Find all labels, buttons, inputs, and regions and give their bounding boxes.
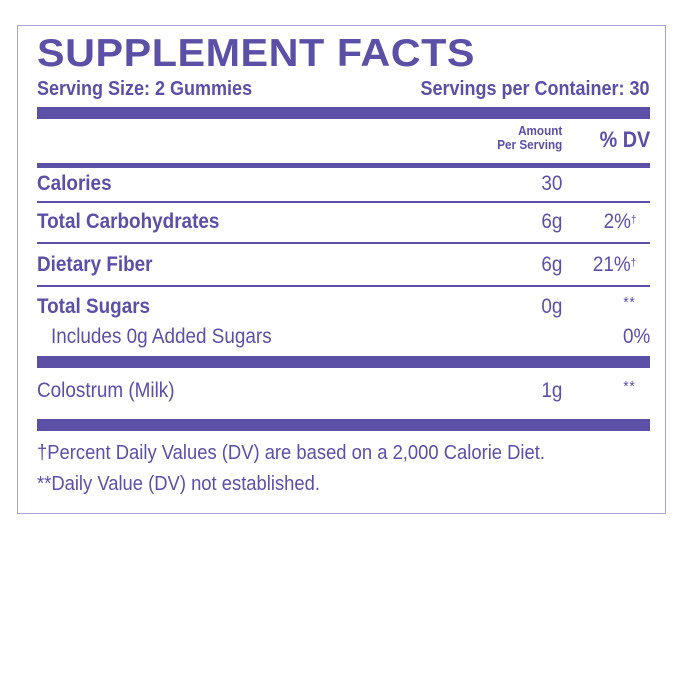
serving-info: Serving Size: 2 Gummies Servings per Con…	[37, 76, 650, 102]
nutrient-dv: 21%†	[593, 252, 636, 278]
divider-thin	[37, 285, 650, 287]
nutrient-amount: 30	[540, 172, 562, 195]
divider-thick	[37, 356, 650, 368]
column-header-amount-line1: Amount	[517, 123, 562, 138]
nutrient-amount: 0g	[540, 295, 562, 318]
divider-thick-bottom	[37, 419, 650, 431]
nutrient-amount: 6g	[540, 253, 562, 276]
nutrient-label: Total Carbohydrates	[37, 210, 220, 233]
nutrient-amount: 6g	[540, 210, 562, 233]
servings-per-container: Servings per Container: 30	[420, 78, 650, 100]
label-title: SUPPLEMENT FACTS	[37, 32, 475, 75]
serving-size: Serving Size: 2 Gummies	[37, 78, 253, 100]
dagger-mark: †	[630, 257, 636, 269]
footnote-daily-values: †Percent Daily Values (DV) are based on …	[37, 442, 545, 464]
nutrient-dv-not-established: **	[623, 378, 636, 395]
dv-value: 21%	[592, 253, 631, 276]
column-header-dv: % DV	[599, 127, 650, 152]
nutrient-dv-not-established: **	[623, 294, 636, 311]
nutrient-amount: 1g	[540, 379, 562, 402]
nutrient-label: Total Sugars	[37, 295, 151, 318]
divider-thin	[37, 242, 650, 244]
divider-thin	[37, 201, 650, 203]
nutrient-label: Dietary Fiber	[37, 253, 153, 276]
column-header-amount: Amount Per Serving	[497, 124, 562, 152]
supplement-facts-panel: SUPPLEMENT FACTS Serving Size: 2 Gummies…	[17, 25, 666, 514]
dv-value: 2%	[603, 210, 631, 233]
nutrient-label: Includes 0g Added Sugars	[51, 325, 272, 348]
nutrient-label: Colostrum (Milk)	[37, 379, 175, 402]
divider-header	[37, 163, 650, 168]
footnotes: †Percent Daily Values (DV) are based on …	[37, 438, 650, 500]
nutrient-dv: 0%	[622, 325, 650, 348]
column-header-amount-line2: Per Serving	[496, 137, 562, 152]
nutrient-dv: 2%†	[603, 209, 636, 235]
dagger-mark: †	[630, 214, 636, 226]
nutrient-label: Calories	[37, 172, 112, 195]
footnote-not-established: **Daily Value (DV) not established.	[37, 473, 320, 495]
divider-thick-top	[37, 107, 650, 119]
